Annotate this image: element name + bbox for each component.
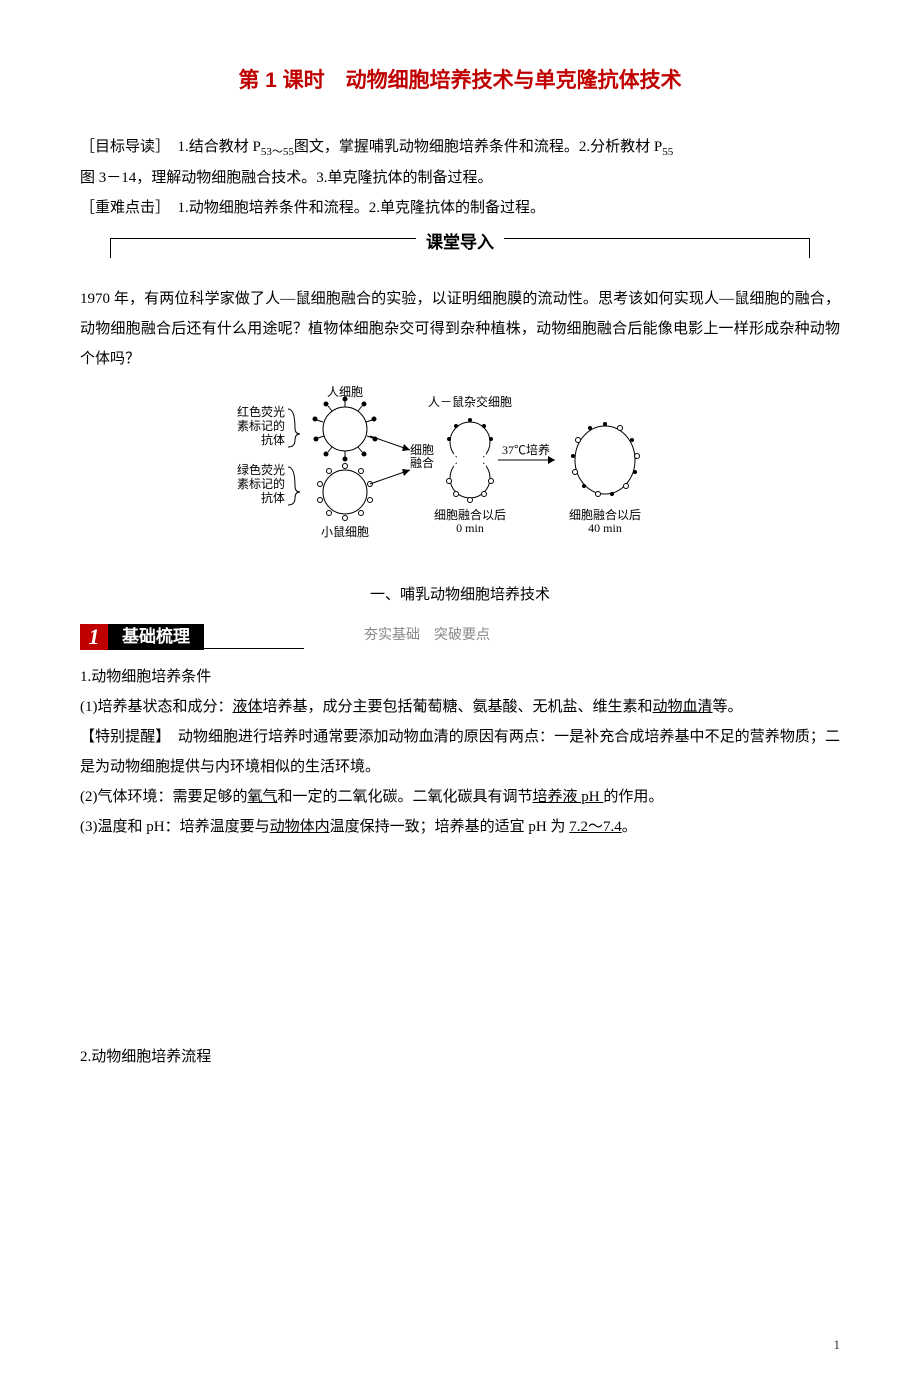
label-mouse-cell: 小鼠细胞	[321, 525, 369, 539]
subscript: 55	[662, 146, 673, 158]
page-number: 1	[80, 1332, 840, 1358]
box-subtitle: 夯实基础 突破要点	[364, 620, 490, 650]
list-item: (2)气体环境：需要足够的氧气和一定的二氧化碳。二氧化碳具有调节培养液 pH 的…	[80, 782, 840, 812]
mouse-cell-icon	[318, 464, 373, 521]
blank: 动物体内	[270, 819, 330, 835]
page-title: 第 1 课时 动物细胞培养技术与单克隆抗体技术	[80, 60, 840, 102]
arrowhead-icon	[402, 444, 410, 451]
note-label: 【特别提醒】	[80, 729, 163, 745]
list-item: (3)温度和 pH：培养温度要与动物体内温度保持一致；培养基的适宜 pH 为 7…	[80, 812, 840, 842]
text: 图文，掌握哺乳动物细胞培养条件和流程。2.分析教材 P	[294, 139, 662, 155]
box-label: 基础梳理	[108, 624, 204, 650]
list-title: 1.动物细胞培养条件	[80, 662, 840, 692]
blank: 培养液 pH	[533, 789, 604, 805]
arrowhead-icon	[402, 469, 410, 476]
keypoints: ［重难点击］ 1.动物细胞培养条件和流程。2.单克隆抗体的制备过程。	[80, 193, 840, 223]
label-human-cell: 人细胞	[327, 385, 363, 399]
keypoints-label: ［重难点击］	[80, 200, 163, 216]
list-item: (1)培养基状态和成分：液体培养基，成分主要包括葡萄糖、氨基酸、无机盐、维生素和…	[80, 692, 840, 722]
arrowhead-icon	[548, 456, 555, 464]
text: 动物细胞进行培养时通常要添加动物血清的原因有两点：一是补充合成培养基中不足的营养…	[80, 729, 840, 775]
label-hybrid: 人－鼠杂交细胞	[428, 394, 512, 409]
section-box: 1 基础梳理 夯实基础 突破要点	[80, 620, 840, 650]
hybrid-cell-icon	[447, 418, 494, 503]
text: 和一定的二氧化碳。二氧化碳具有调节	[278, 789, 533, 805]
blank: 氧气	[248, 789, 278, 805]
cell-fusion-diagram: 红色荧光素标记的抗体 绿色荧光素标记的抗体 人细胞 小鼠细胞	[80, 384, 840, 555]
label-after0: 细胞融合以后0 min	[434, 507, 506, 535]
blank: 7.2～7.4	[569, 819, 622, 835]
objectives: ［目标导读］ 1.结合教材 P53～55图文，掌握哺乳动物细胞培养条件和流程。2…	[80, 132, 840, 163]
note: 【特别提醒】 动物细胞进行培养时通常要添加动物血清的原因有两点：一是补充合成培养…	[80, 722, 840, 782]
divider-label: 课堂导入	[416, 226, 504, 260]
text: 1.动物细胞培养条件和流程。2.单克隆抗体的制备过程。	[163, 200, 546, 216]
text: (2)气体环境：需要足够的	[80, 789, 248, 805]
objectives-label: ［目标导读］	[80, 139, 163, 155]
label-after40: 细胞融合以后40 min	[569, 507, 641, 535]
label-culture: 37℃培养	[502, 442, 550, 457]
text: (1)培养基状态和成分：	[80, 699, 233, 715]
blank: 液体	[233, 699, 263, 715]
intro-paragraph: 1970 年，有两位科学家做了人—鼠细胞融合的实验，以证明细胞膜的流动性。思考该…	[80, 284, 840, 374]
sub-heading: 一、哺乳动物细胞培养技术	[80, 580, 840, 610]
label-red: 红色荧光素标记的抗体	[237, 404, 285, 447]
text: 1.结合教材 P	[163, 139, 261, 155]
brace-icon	[288, 409, 300, 447]
mixed-cell-icon	[571, 422, 640, 497]
brace-icon	[288, 467, 300, 505]
box-underline	[204, 647, 304, 649]
text: (3)温度和 pH：培养温度要与	[80, 819, 270, 835]
text: 。	[622, 819, 637, 835]
section-divider: 课堂导入	[80, 238, 840, 264]
blank: 动物血清	[653, 699, 713, 715]
human-cell-icon	[313, 397, 377, 461]
box-number: 1	[80, 624, 108, 650]
label-fusion: 细胞融合	[410, 443, 434, 470]
label-green: 绿色荧光素标记的抗体	[237, 462, 285, 505]
text: 的作用。	[603, 789, 663, 805]
objectives-line2: 图 3－14，理解动物细胞融合技术。3.单克隆抗体的制备过程。	[80, 163, 840, 193]
text: 温度保持一致；培养基的适宜 pH 为	[330, 819, 570, 835]
list-title: 2.动物细胞培养流程	[80, 1042, 840, 1072]
subscript: 53～55	[261, 146, 294, 158]
text: 等。	[713, 699, 743, 715]
text: 培养基，成分主要包括葡萄糖、氨基酸、无机盐、维生素和	[263, 699, 653, 715]
